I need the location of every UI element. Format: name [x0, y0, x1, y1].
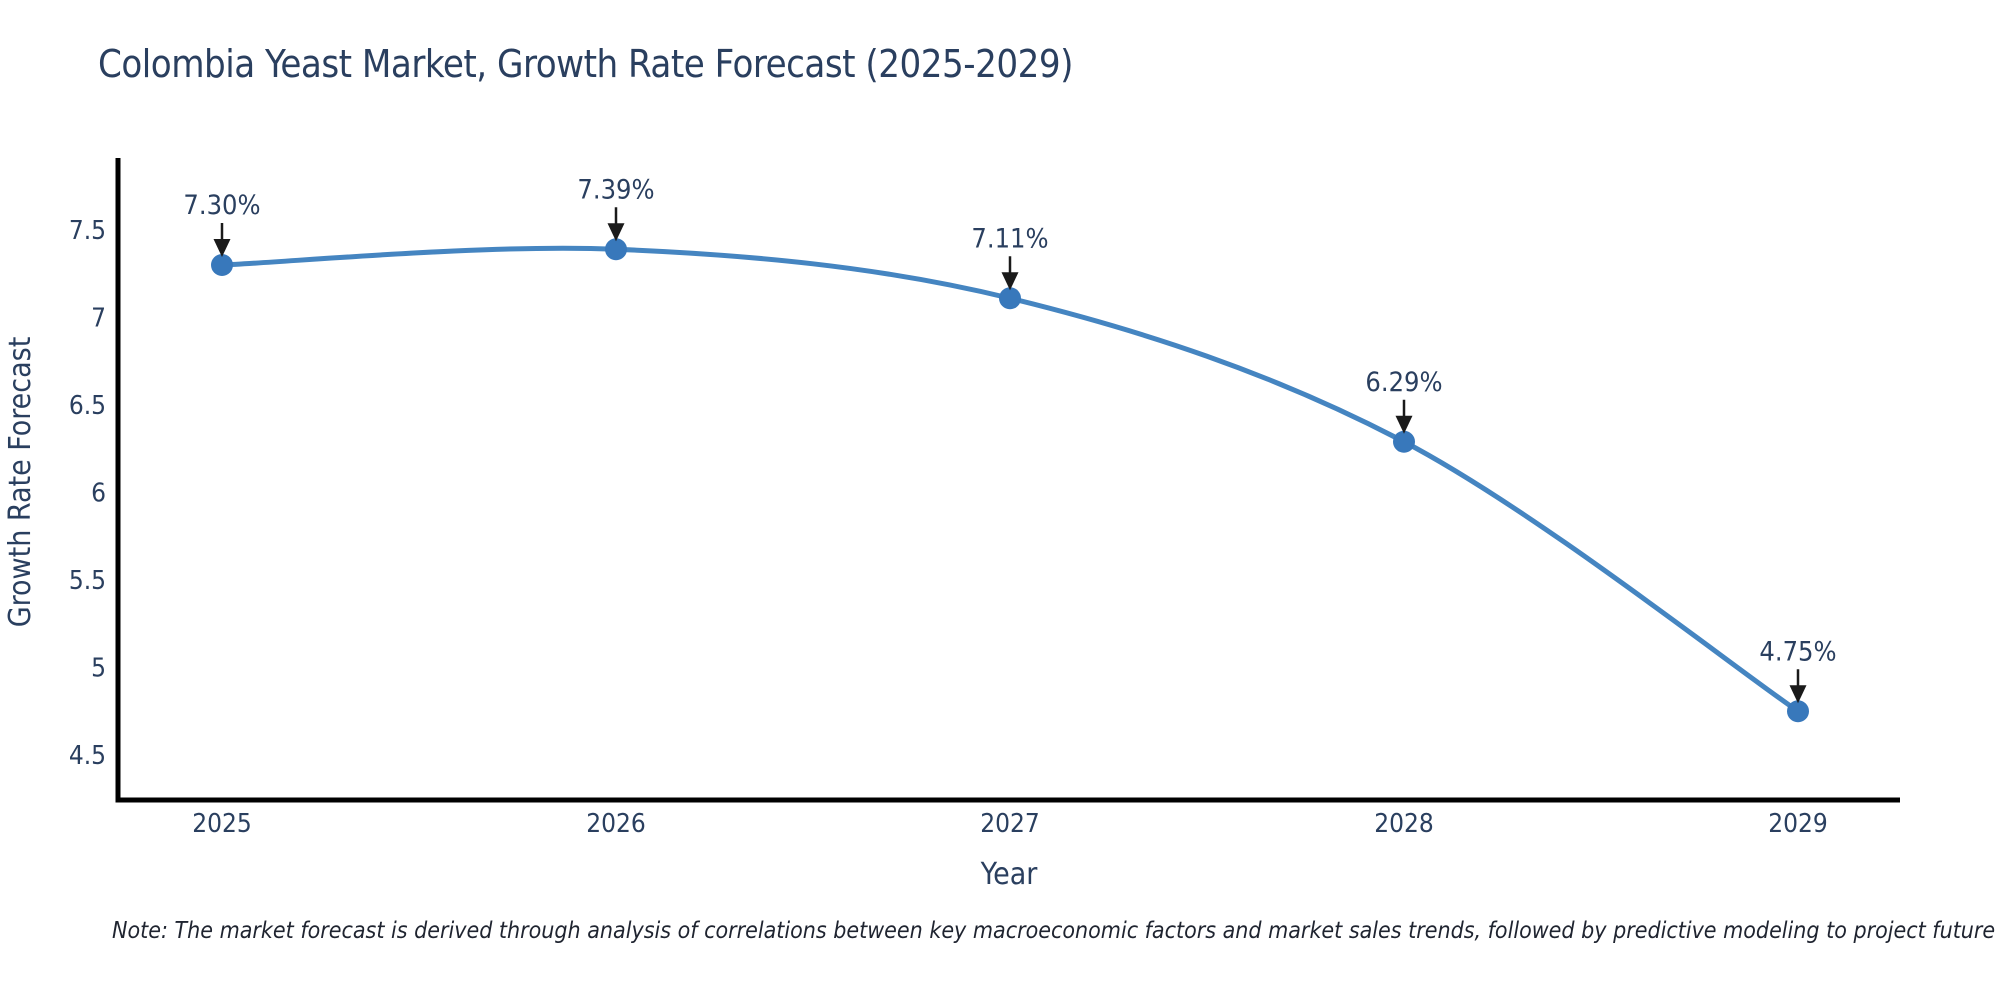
y-tick-label: 6 — [91, 479, 106, 509]
x-tick-label: 2028 — [1374, 809, 1434, 839]
data-point-2026[interactable] — [605, 238, 627, 261]
x-tick-label: 2026 — [586, 809, 646, 839]
annotation-label: 7.30% — [183, 190, 260, 221]
annotation-label: 7.11% — [971, 223, 1048, 254]
x-tick-label: 2027 — [980, 809, 1040, 839]
x-axis-title: Year — [980, 857, 1039, 892]
x-tick-label: 2025 — [192, 809, 252, 839]
annotation-label: 7.39% — [577, 174, 654, 205]
y-tick-label: 5.5 — [69, 566, 106, 596]
annotation-arrowhead — [607, 223, 625, 242]
footnote: Note: The market forecast is derived thr… — [112, 918, 2000, 944]
annotation-label: 6.29% — [1365, 367, 1442, 398]
annotation-arrowhead — [1789, 685, 1807, 704]
data-point-2027[interactable] — [999, 287, 1021, 310]
annotation-arrowhead — [213, 239, 231, 257]
y-tick-label: 7 — [91, 304, 106, 334]
annotation-arrowhead — [1395, 415, 1413, 434]
y-tick-label: 4.5 — [69, 741, 106, 771]
y-tick-label: 6.5 — [69, 391, 106, 421]
y-tick-label: 7.5 — [69, 216, 106, 246]
forecast-line — [219, 245, 1801, 714]
data-point-2029[interactable] — [1787, 700, 1809, 723]
data-point-2025[interactable] — [211, 254, 233, 276]
annotation-arrowhead — [1001, 272, 1019, 291]
y-tick-label: 5 — [91, 654, 106, 684]
x-tick-label: 2029 — [1768, 809, 1828, 839]
chart-title: Colombia Yeast Market, Growth Rate Forec… — [98, 42, 1073, 86]
annotation-label: 4.75% — [1759, 636, 1836, 667]
data-point-2028[interactable] — [1393, 430, 1415, 453]
y-axis-title: Growth Rate Forecast — [3, 337, 38, 628]
